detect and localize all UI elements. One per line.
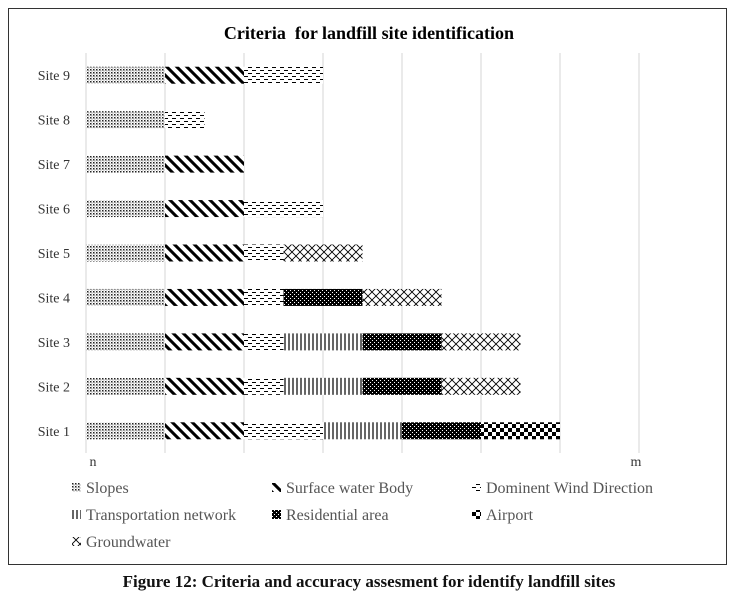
category-label: Site 2 [38,380,70,395]
bar-segment [441,333,521,351]
bar-segment [283,377,363,395]
category-label: Site 5 [38,247,70,262]
bar-segment [481,422,560,440]
bar-segment [402,422,481,440]
bar-segment [165,66,244,84]
bar-segment [283,288,363,306]
bar-segment [86,377,165,395]
bar-segment [86,244,165,262]
bar-segment [165,244,244,262]
bar-segment [244,333,284,351]
chart-title: Criteria for landfill site identificatio… [224,23,514,43]
bar-segment [244,422,323,440]
legend-label: Transportation network [86,507,236,524]
bar-segment [86,200,165,218]
category-label: Site 8 [38,114,70,129]
bar-segment [323,422,402,440]
bar-segment [165,155,244,173]
category-label: Site 1 [38,425,70,440]
bar-segment [165,422,244,440]
legend-label: Airport [486,507,534,524]
bar-segment [165,111,205,129]
bar-segment [165,200,244,218]
bar-segment [244,288,284,306]
legend-label: Slopes [86,480,129,497]
bar-segment [244,244,284,262]
legend-label: Residential area [286,507,389,524]
legend-label: Dominent Wind Direction [486,480,653,497]
category-label: Site 7 [38,158,70,173]
bar-segment [86,288,165,306]
legend: Slopes Surface water Body Dominent Wind Di… [72,480,653,551]
bar-segment [165,333,244,351]
bar-segment [244,200,323,218]
bar-segment [362,288,442,306]
x-tick-label: m [631,455,642,470]
category-label: Site 6 [38,203,70,218]
bar-segment [86,66,165,84]
category-label: Site 3 [38,336,70,351]
bars [86,66,560,440]
bar-segment [165,377,244,395]
bar-segment [244,66,323,84]
legend-label: Groundwater [86,534,171,551]
bar-segment [362,333,442,351]
bar-segment [165,288,244,306]
bar-segment [86,333,165,351]
x-tick-label: n [90,455,97,470]
legend-swatch [472,483,481,492]
bar-segment [86,155,165,173]
legend-swatch [272,483,281,492]
axis-labels: Site 1 Site 2 Site 3 Site 4 Site 5 Site 6 Site… [38,69,642,470]
bar-segment [283,244,363,262]
legend-swatch [472,510,481,519]
bar-segment [362,377,442,395]
legend-swatch [72,537,81,546]
legend-swatch [72,510,81,519]
legend-swatch [72,483,81,492]
figure-caption: Figure 12: Criteria and accuracy assesme… [122,572,616,591]
bar-segment [441,377,521,395]
bar-segment [244,377,284,395]
legend-label: Surface water Body [286,480,413,497]
category-label: Site 9 [38,69,70,84]
bar-segment [283,333,363,351]
bar-segment [86,111,165,129]
chart-frame [8,8,727,565]
bar-segment [86,422,165,440]
legend-swatch [272,510,281,519]
category-label: Site 4 [38,291,70,306]
